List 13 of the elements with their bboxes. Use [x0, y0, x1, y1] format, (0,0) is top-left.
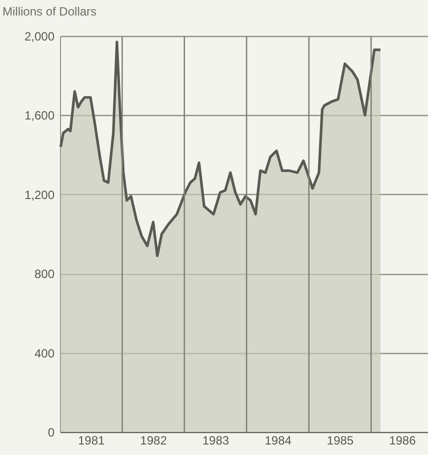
y-axis-title: Millions of Dollars: [2, 4, 97, 18]
x-tick-label: 1981: [78, 434, 106, 448]
y-tick-label: 2,000: [24, 30, 55, 44]
y-tick-label: 1,200: [24, 188, 55, 202]
x-tick-label: 1985: [326, 434, 354, 448]
x-tick-label: 1984: [264, 434, 292, 448]
x-tick-label: 1986: [389, 434, 416, 448]
x-tick-label: 1982: [140, 434, 168, 448]
x-tick-label: 1983: [202, 434, 230, 448]
y-tick-label: 0: [48, 426, 55, 440]
y-tick-label: 1,600: [24, 108, 55, 123]
y-tick-label: 800: [34, 267, 55, 282]
y-tick-label: 400: [34, 346, 55, 360]
